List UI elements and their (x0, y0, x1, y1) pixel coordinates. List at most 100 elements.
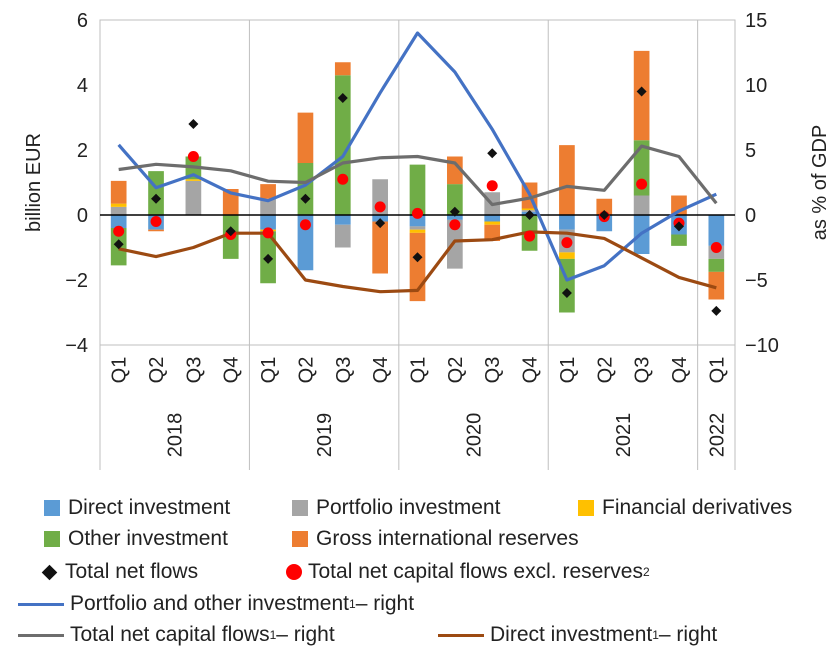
bar-segment (148, 229, 164, 232)
y-left-tick-label: 6 (77, 10, 88, 32)
bar-segment (671, 234, 687, 246)
bar-segment (447, 219, 463, 269)
diamond-marker (636, 86, 647, 97)
legend-line-swatch (18, 633, 64, 637)
bar-segment (559, 215, 575, 230)
bar-segment (596, 198, 613, 215)
y-right-tick-label: −5 (745, 270, 768, 292)
red-dot-marker (561, 237, 573, 249)
legend-swatch (578, 500, 594, 516)
red-dot-marker (449, 219, 461, 231)
diamond-marker (225, 226, 236, 237)
legend-label: Total net flows (65, 560, 199, 583)
bar-segment (148, 171, 164, 215)
legend-gross-reserves: Gross international reserves (292, 527, 579, 551)
x-tick-label: Q4 (520, 357, 542, 384)
legend-other-investment: Other investment (44, 527, 228, 551)
dot-marker-icon (286, 564, 302, 580)
bar-segment (260, 198, 276, 215)
legend-suffix: – right (658, 623, 718, 646)
diamond-marker (263, 253, 274, 264)
x-tick-label: Q2 (146, 357, 168, 384)
bar-segment (110, 215, 127, 228)
year-label: 2018 (165, 413, 187, 458)
x-tick-label: Q1 (109, 357, 131, 384)
legend-line-swatch (18, 602, 64, 606)
bar-segment (334, 62, 351, 76)
legend-label: Direct investment (490, 623, 653, 646)
x-tick-label: Q2 (445, 357, 467, 384)
y-left-tick-label: 0 (77, 205, 88, 227)
y-right-tick-label: 5 (745, 140, 756, 162)
red-dot-marker (262, 227, 274, 239)
bar-segment (110, 203, 127, 207)
legend-sup: 1 (652, 628, 659, 642)
red-dot-marker (636, 178, 648, 190)
legend-swatch (44, 500, 60, 516)
y-left-tick-label: −4 (65, 335, 88, 357)
x-tick-label: Q3 (183, 357, 205, 384)
diamond-marker (188, 119, 199, 129)
bar-segment (297, 215, 314, 271)
diamond-marker (561, 288, 572, 298)
bar-segment (409, 164, 426, 215)
y-right-tick-label: −10 (745, 335, 779, 357)
legend-portfolio-other-line: Portfolio and other investment 1 – right (18, 592, 414, 616)
x-tick-label: Q3 (333, 357, 355, 384)
red-dot-marker (187, 151, 199, 162)
year-label: 2022 (706, 413, 728, 458)
year-label: 2019 (314, 413, 336, 458)
bar-segment (447, 215, 463, 220)
x-tick-label: Q1 (706, 357, 728, 384)
x-tick-label: Q4 (370, 357, 392, 384)
diamond-marker (524, 210, 535, 220)
red-dot-marker (710, 242, 722, 253)
diamond-marker (711, 305, 722, 316)
bar-segment (297, 163, 314, 215)
legend-swatch (292, 531, 308, 547)
y-right-tick-label: 0 (745, 205, 756, 227)
legend-label: Direct investment (68, 496, 231, 519)
red-dot-marker (337, 173, 349, 185)
bar-segment (260, 184, 276, 199)
line-series (118, 144, 718, 207)
x-tick-label: Q1 (258, 357, 280, 384)
y-left-tick-label: 2 (77, 140, 88, 162)
x-tick-label: Q3 (482, 357, 504, 384)
bar-segment (484, 215, 501, 222)
legend-direct-investment: Direct investment (44, 496, 230, 520)
legend-financial-derivatives: Financial derivatives (578, 496, 792, 520)
diamond-marker (113, 239, 124, 250)
diamond-marker (487, 148, 498, 159)
legend-label: Total net capital flows excl. reserves (308, 560, 643, 583)
x-tick-label: Q4 (221, 357, 243, 384)
legend-label: Other investment (68, 527, 228, 550)
bar-segment (297, 112, 314, 163)
diamond-marker (449, 206, 460, 217)
bar-segment (409, 215, 426, 227)
line-series (118, 230, 717, 294)
legend-label: Gross international reserves (316, 527, 579, 550)
red-dot-marker (150, 216, 162, 227)
x-tick-label: Q1 (557, 357, 579, 384)
bar-segment (521, 208, 538, 211)
y-left-tick-label: 4 (77, 75, 88, 97)
legend-label: Total net capital flows (70, 623, 270, 646)
bar-segment (708, 215, 725, 246)
red-dot-marker (412, 207, 423, 219)
y-right-tick-label: 15 (745, 10, 767, 32)
x-tick-label: Q4 (669, 357, 691, 384)
bar-segment (110, 206, 127, 215)
diamond-marker (599, 210, 610, 220)
legend-total-net-line: Total net capital flows 1 – right (18, 623, 335, 647)
red-dot-marker (524, 230, 536, 242)
x-tick-label: Q1 (408, 357, 430, 384)
bar-segment (633, 195, 650, 215)
year-label: 2021 (613, 413, 635, 458)
red-dot-marker (374, 201, 386, 213)
diamond-marker (151, 193, 162, 204)
legend-sup: 2 (642, 565, 650, 579)
legend-swatch (44, 531, 60, 547)
diamond-marker (412, 252, 423, 263)
diamond-marker-icon (41, 564, 58, 580)
